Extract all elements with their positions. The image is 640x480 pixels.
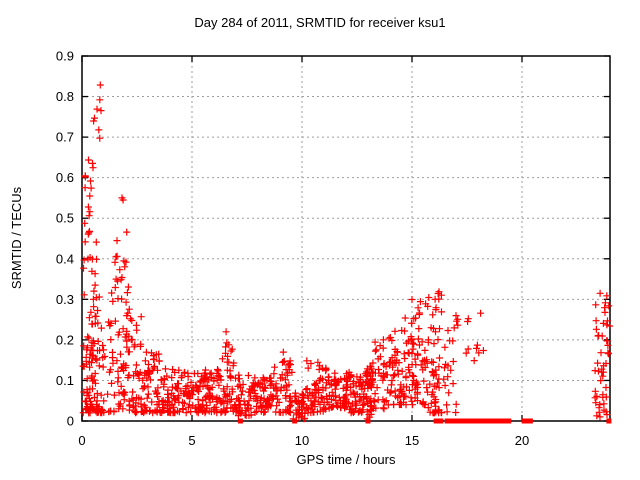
chart-title: Day 284 of 2011, SRMTID for receiver ksu… — [194, 15, 445, 30]
x-tick-label: 0 — [78, 433, 85, 448]
x-tick-label: 20 — [515, 433, 529, 448]
y-tick-label: 0.6 — [56, 170, 74, 185]
y-tick-label: 0.3 — [56, 292, 74, 307]
y-tick-label: 0.4 — [56, 251, 74, 266]
x-tick-label: 5 — [188, 433, 195, 448]
grid-lines — [82, 56, 610, 421]
plot-border — [81, 55, 611, 422]
y-tick-label: 0.9 — [56, 49, 74, 64]
y-tick-label: 0.1 — [56, 373, 74, 388]
y-tick-label: 0.5 — [56, 211, 74, 226]
y-tick-label: 0 — [67, 414, 74, 429]
y-tick-label: 0.8 — [56, 89, 74, 104]
y-tick-label: 0.7 — [56, 130, 74, 145]
axes: 0 5 10 15 20 0 0.1 0.2 0.3 0.4 0.5 0.6 0.7 0.8 0.9 — [56, 49, 611, 448]
x-tick-label: 10 — [295, 433, 309, 448]
y-tick-label: 0.2 — [56, 332, 74, 347]
x-tick-label: 15 — [405, 433, 419, 448]
y-axis-label: SRMTID / TECUs — [9, 186, 24, 289]
x-axis-label: GPS time / hours — [297, 452, 396, 467]
data-points — [79, 81, 614, 423]
data-points-layer — [79, 81, 614, 424]
